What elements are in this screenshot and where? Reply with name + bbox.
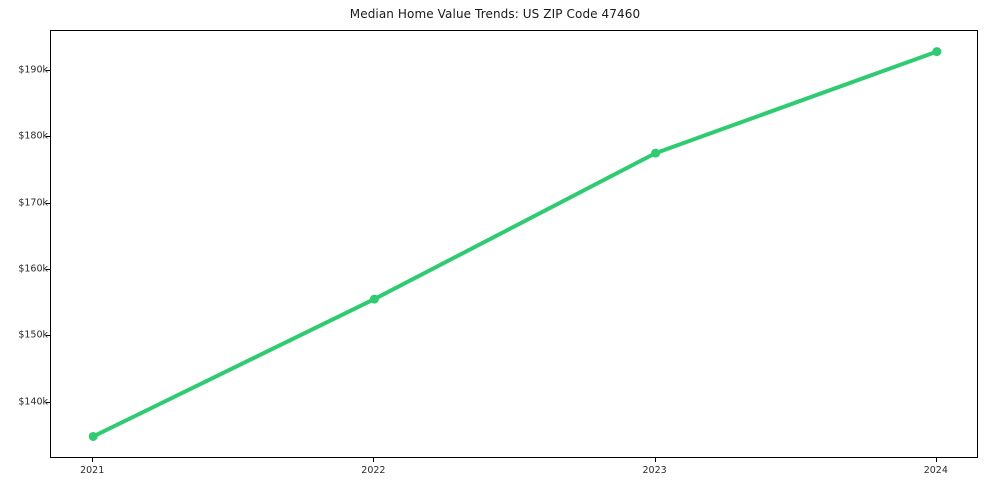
y-tick-label: $180k bbox=[18, 130, 48, 142]
x-tick-mark bbox=[373, 458, 375, 462]
x-tick-label: 2021 bbox=[80, 465, 105, 476]
y-tick-label: $160k bbox=[18, 263, 48, 275]
y-tick-mark bbox=[46, 401, 50, 403]
series-line bbox=[91, 49, 939, 439]
data-point-marker bbox=[651, 148, 661, 158]
data-point-marker bbox=[88, 431, 98, 441]
x-tick-label: 2022 bbox=[361, 465, 386, 476]
y-tick-label: $170k bbox=[18, 197, 48, 209]
x-tick-label: 2023 bbox=[642, 465, 667, 476]
y-tick-mark bbox=[46, 136, 50, 138]
y-tick-label: $140k bbox=[18, 396, 48, 408]
plot-area bbox=[50, 30, 978, 458]
chart-title: Median Home Value Trends: US ZIP Code 47… bbox=[349, 7, 641, 21]
x-tick-mark bbox=[654, 458, 656, 462]
x-tick-mark bbox=[935, 458, 937, 462]
y-tick-label: $150k bbox=[18, 329, 48, 341]
data-point-marker bbox=[932, 47, 942, 57]
y-tick-mark bbox=[46, 202, 50, 204]
x-tick-mark bbox=[92, 458, 94, 462]
line-series-svg bbox=[88, 47, 942, 441]
y-tick-mark bbox=[46, 69, 50, 71]
plot-inner bbox=[51, 31, 977, 457]
x-tick-label: 2024 bbox=[923, 465, 948, 476]
data-point-marker bbox=[369, 294, 379, 304]
y-tick-label: $190k bbox=[18, 64, 48, 76]
y-tick-mark bbox=[46, 268, 50, 270]
y-tick-mark bbox=[46, 335, 50, 337]
